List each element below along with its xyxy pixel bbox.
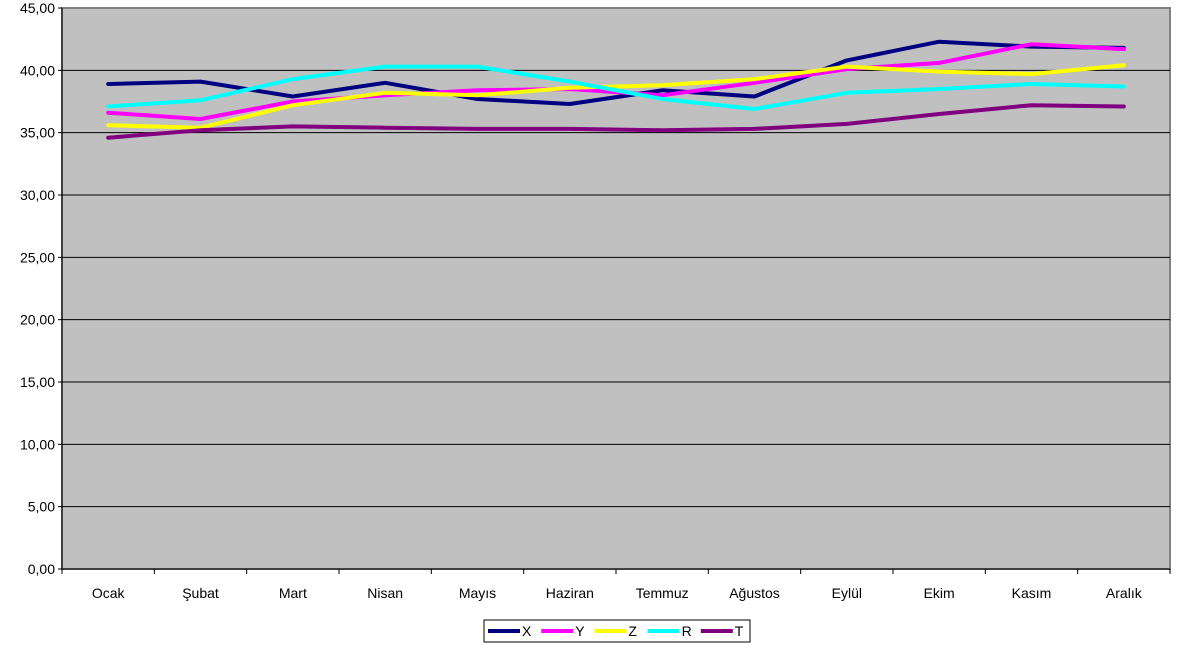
y-axis: 0,00 5,00 10,00 15,00 20,00 25,00 30,00 35,00 40… [20,0,63,577]
y-tick-label: 20,00 [20,312,55,328]
series-line-t [106,103,1126,140]
y-tick-label: 15,00 [20,374,55,390]
series-line-r [106,64,1126,111]
legend-label-y: Y [575,623,585,639]
y-tick-label: 5,00 [28,499,55,515]
y-tick-label: 40,00 [20,62,55,78]
x-axis: Ocak Şubat Mart Nisan Mayıs Haziran Temmuz Ağus… [61,568,1171,601]
x-tick-label: Mart [279,585,307,601]
x-tick-label: Ağustos [729,585,780,601]
x-tick-label: Temmuz [636,585,689,601]
x-tick-label: Nisan [367,585,403,601]
legend-label-x: X [522,623,532,639]
gridlines [62,69,1170,508]
y-tick-label: 25,00 [20,249,55,265]
legend-label-r: R [682,623,692,639]
x-tick-label: Şubat [182,585,219,601]
y-tick-label: 30,00 [20,187,55,203]
y-tick-label: 35,00 [20,125,55,141]
x-tick-label: Mayıs [459,585,496,601]
series-line-x [106,39,1126,106]
legend-label-z: Z [628,623,637,639]
series-line-z [106,63,1126,130]
x-tick-label: Aralık [1106,585,1143,601]
series-lines [106,39,1126,140]
x-tick-label: Ekim [924,585,955,601]
x-tick-label: Kasım [1012,585,1052,601]
x-tick-label: Eylül [832,585,862,601]
y-tick-label: 10,00 [20,436,55,452]
x-tick-label: Ocak [92,585,126,601]
plot-area [61,7,1171,570]
legend-label-t: T [735,623,744,639]
x-tick-label: Haziran [546,585,594,601]
y-tick-label: 45,00 [20,0,55,16]
y-tick-label: 0,00 [28,561,55,577]
